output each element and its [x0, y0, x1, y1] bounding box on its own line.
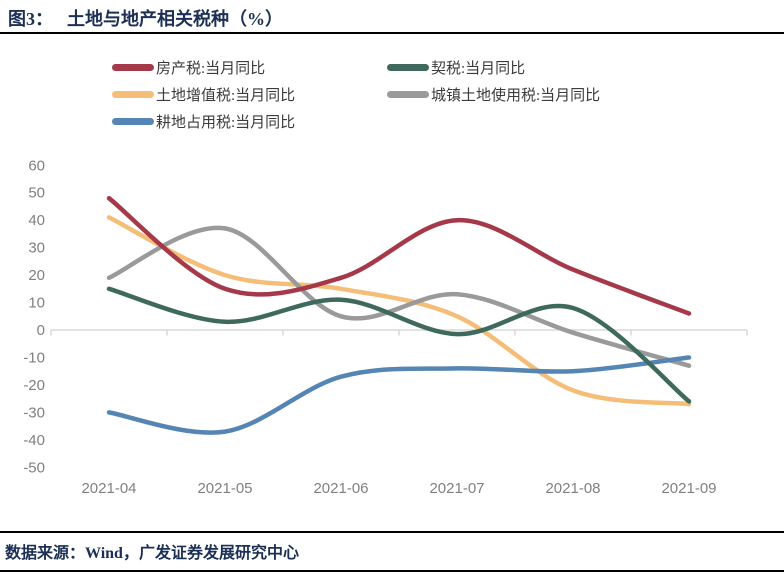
- y-axis-label: -50: [23, 459, 45, 476]
- legend-item-label: 房产税:当月同比: [156, 60, 266, 77]
- bottom-border: [0, 570, 784, 572]
- series-line-4: [106, 286, 692, 404]
- legend-item-3: 城镇土地使用税:当月同比: [387, 85, 672, 104]
- legend-swatch-icon: [112, 63, 154, 71]
- x-axis-label: 2021-05: [197, 480, 252, 497]
- x-axis-label: 2021-08: [545, 480, 600, 497]
- legend-item-0: 房产税:当月同比: [112, 58, 387, 77]
- y-axis-label: 10: [28, 295, 45, 312]
- legend-swatch-icon: [387, 63, 429, 71]
- figure-title-text: 土地与地产相关税种（%）: [67, 9, 283, 29]
- y-axis-label: 30: [28, 240, 45, 257]
- legend-swatch-icon: [112, 117, 154, 125]
- legend-item-label: 城镇土地使用税:当月同比: [431, 87, 601, 104]
- figure-number: 图3：: [8, 9, 53, 29]
- x-axis-label: 2021-04: [81, 480, 136, 497]
- series-line-0: [106, 215, 692, 407]
- legend-item-label: 土地增值税:当月同比: [156, 87, 296, 104]
- page-title: 图3： 土地与地产相关税种（%）: [8, 5, 283, 31]
- legend-item-label: 耕地占用税:当月同比: [156, 114, 296, 131]
- source-divider: [0, 531, 784, 533]
- series-line-3: [106, 355, 692, 435]
- title-divider: [0, 32, 784, 34]
- source-note: 数据来源：Wind，广发证券发展研究中心: [5, 545, 299, 562]
- y-axis-label: -10: [23, 349, 45, 366]
- x-axis-label: 2021-07: [429, 480, 484, 497]
- y-axis-label: -20: [23, 377, 45, 394]
- legend-swatch-icon: [387, 90, 429, 98]
- legend-item-2: 土地增值税:当月同比: [112, 85, 387, 104]
- legend-item-label: 契税:当月同比: [431, 60, 526, 77]
- series-line-2: [106, 195, 692, 316]
- legend-item-1: 契税:当月同比: [387, 58, 672, 77]
- x-axis-label: 2021-09: [661, 480, 716, 497]
- x-axis-label: 2021-06: [313, 480, 368, 497]
- y-axis-label: 60: [28, 157, 45, 174]
- legend-swatch-icon: [112, 90, 154, 98]
- y-axis-label: -30: [23, 404, 45, 421]
- y-axis-label: 0: [37, 322, 45, 339]
- chart-legend: 房产税:当月同比 契税:当月同比土地增值税:当月同比 城镇土地使用税:当月同比耕地占…: [112, 58, 672, 131]
- legend-item-4: 耕地占用税:当月同比: [112, 112, 387, 131]
- y-axis-label: -40: [23, 432, 45, 449]
- y-axis-label: 20: [28, 267, 45, 284]
- y-axis-label: 50: [28, 185, 45, 202]
- y-axis-label: 40: [28, 212, 45, 229]
